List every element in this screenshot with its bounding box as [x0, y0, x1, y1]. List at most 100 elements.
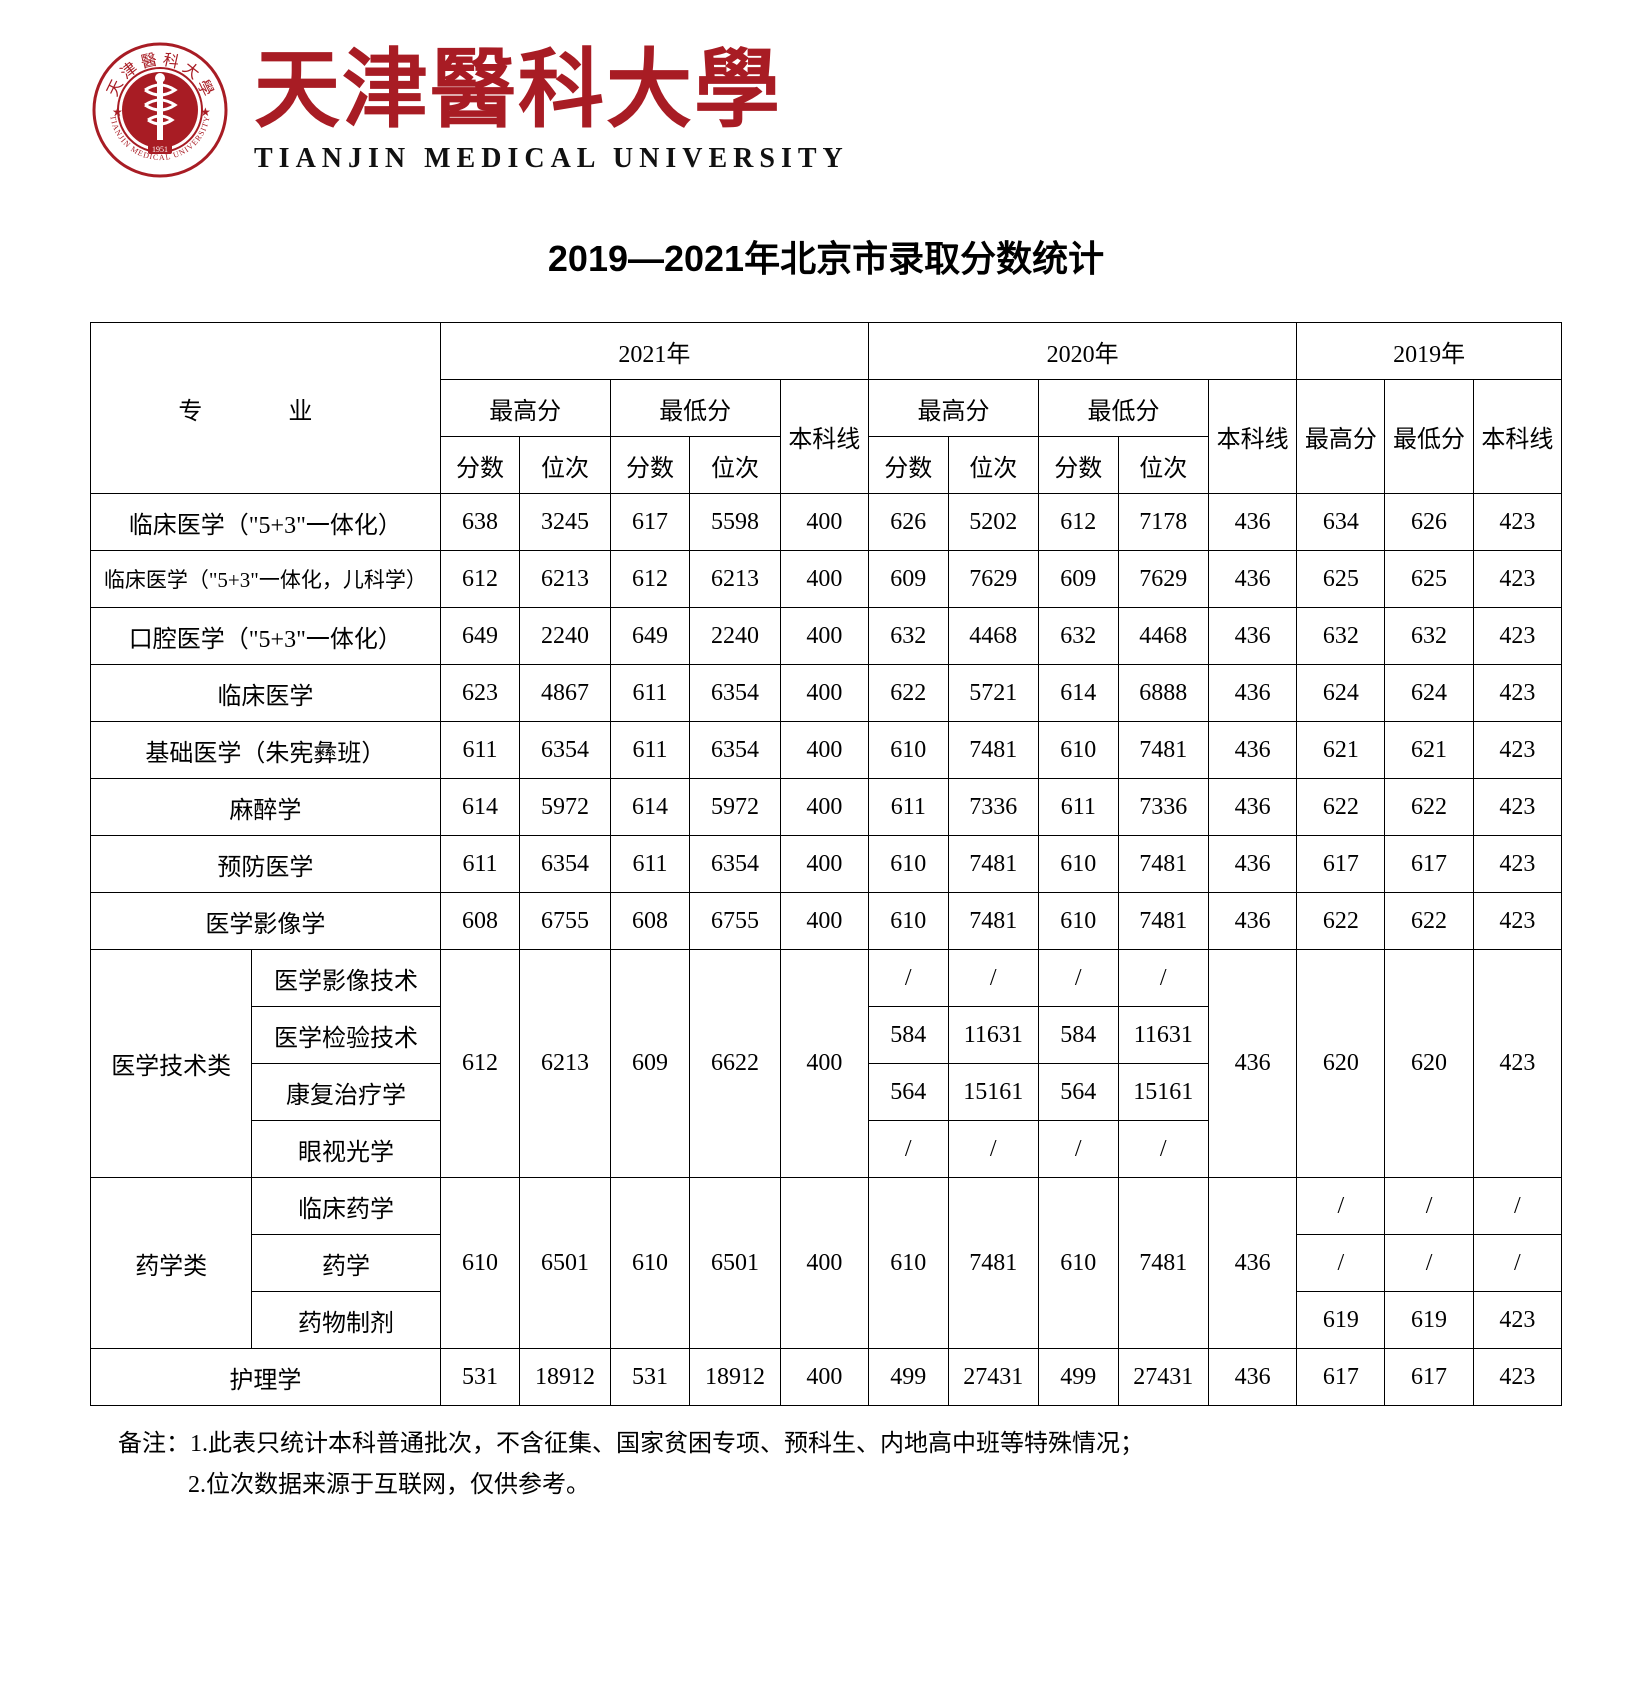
- cell: 436: [1208, 950, 1296, 1178]
- cell: 7481: [1118, 722, 1208, 779]
- cell: 7629: [948, 551, 1038, 608]
- col-2019-low: 最低分: [1385, 380, 1473, 494]
- cell: 609: [610, 950, 690, 1178]
- cell: 584: [868, 1007, 948, 1064]
- cell: 11631: [948, 1007, 1038, 1064]
- cell: /: [868, 1121, 948, 1178]
- footnote-1: 备注：1.此表只统计本科普通批次，不含征集、国家贫困专项、预科生、内地高中班等特…: [118, 1431, 1144, 1457]
- cell: 622: [1297, 893, 1385, 950]
- cell: /: [1385, 1235, 1473, 1292]
- cell: 610: [610, 1178, 690, 1349]
- cell: 610: [1038, 893, 1118, 950]
- cell: 611: [440, 836, 520, 893]
- cell: 611: [440, 722, 520, 779]
- cell: 7178: [1118, 494, 1208, 551]
- cell: 4867: [520, 665, 610, 722]
- cell: 436: [1208, 1178, 1296, 1349]
- cell: 620: [1385, 950, 1473, 1178]
- university-name-en: TIANJIN MEDICAL UNIVERSITY: [254, 143, 849, 175]
- cell: 5972: [690, 779, 780, 836]
- cell: 4468: [1118, 608, 1208, 665]
- col-score: 分数: [610, 437, 690, 494]
- cell: 619: [1385, 1292, 1473, 1349]
- cell: 423: [1473, 779, 1561, 836]
- cell: 7629: [1118, 551, 1208, 608]
- cell: 612: [440, 551, 520, 608]
- cell: 611: [610, 722, 690, 779]
- col-2020-line: 本科线: [1208, 380, 1296, 494]
- university-name-block: 天津醫科大學 TIANJIN MEDICAL UNIVERSITY: [254, 45, 849, 175]
- cell: 6501: [520, 1178, 610, 1349]
- table-row: 临床医学（"5+3"一体化）63832456175598400626520261…: [91, 494, 1562, 551]
- cell: /: [1385, 1178, 1473, 1235]
- cell: /: [1118, 1121, 1208, 1178]
- col-rank: 位次: [690, 437, 780, 494]
- cell: 609: [1038, 551, 1118, 608]
- cell: 6622: [690, 950, 780, 1178]
- cell: 638: [440, 494, 520, 551]
- cell: 610: [868, 836, 948, 893]
- cell: 423: [1473, 665, 1561, 722]
- sub-major: 医学影像技术: [252, 950, 440, 1007]
- cell: 610: [1038, 836, 1118, 893]
- table-row: 麻醉学6145972614597240061173366117336436622…: [91, 779, 1562, 836]
- table-row: 口腔医学（"5+3"一体化）64922406492240400632446863…: [91, 608, 1562, 665]
- cell: 622: [1297, 779, 1385, 836]
- cell: 499: [868, 1349, 948, 1406]
- cell: 2240: [690, 608, 780, 665]
- cell: 632: [1297, 608, 1385, 665]
- major-cell: 口腔医学（"5+3"一体化）: [91, 608, 441, 665]
- cell: 18912: [520, 1349, 610, 1406]
- cell: 6354: [690, 836, 780, 893]
- cell: 610: [1038, 722, 1118, 779]
- cell: 609: [868, 551, 948, 608]
- svg-text:★: ★: [200, 105, 211, 119]
- cell: 6354: [520, 722, 610, 779]
- table-row: 临床医学（"5+3"一体化，儿科学）6126213612621340060976…: [91, 551, 1562, 608]
- table-header: 专 业 2021年 2020年 2019年 最高分 最低分 本科线 最高分 最低…: [91, 323, 1562, 494]
- cell: 400: [780, 551, 868, 608]
- major-cell: 临床医学（"5+3"一体化）: [91, 494, 441, 551]
- col-rank: 位次: [948, 437, 1038, 494]
- col-2021-low: 最低分: [610, 380, 780, 437]
- col-major: 专 业: [91, 323, 441, 494]
- cell: 3245: [520, 494, 610, 551]
- cell: 564: [1038, 1064, 1118, 1121]
- cell: 623: [440, 665, 520, 722]
- cell: 6213: [520, 551, 610, 608]
- col-score: 分数: [868, 437, 948, 494]
- cell: 400: [780, 494, 868, 551]
- group-label: 医学技术类: [91, 950, 252, 1178]
- cell: 6501: [690, 1178, 780, 1349]
- cell: 400: [780, 779, 868, 836]
- cell: 626: [868, 494, 948, 551]
- table-body: 临床医学（"5+3"一体化）63832456175598400626520261…: [91, 494, 1562, 1406]
- cell: 6213: [690, 551, 780, 608]
- cell: 6755: [690, 893, 780, 950]
- cell: 423: [1473, 893, 1561, 950]
- table-row: 医学技术类医学影像技术61262136096622400////43662062…: [91, 950, 1562, 1007]
- footnote-2: 2.位次数据来源于互联网，仅供参考。: [118, 1465, 1562, 1506]
- col-2021-high: 最高分: [440, 380, 610, 437]
- cell: 622: [1385, 779, 1473, 836]
- major-cell: 护理学: [91, 1349, 441, 1406]
- col-rank: 位次: [1118, 437, 1208, 494]
- cell: 611: [868, 779, 948, 836]
- cell: 6354: [690, 722, 780, 779]
- cell: 617: [610, 494, 690, 551]
- cell: /: [1473, 1235, 1561, 1292]
- table-row: 预防医学611635461163544006107481610748143661…: [91, 836, 1562, 893]
- cell: 6354: [690, 665, 780, 722]
- cell: 7481: [948, 893, 1038, 950]
- cell: 436: [1208, 893, 1296, 950]
- cell: 423: [1473, 722, 1561, 779]
- cell: 610: [1038, 1178, 1118, 1349]
- cell: 6213: [520, 950, 610, 1178]
- major-cell: 基础医学（朱宪彝班）: [91, 722, 441, 779]
- cell: 7336: [948, 779, 1038, 836]
- cell: 610: [868, 893, 948, 950]
- cell: 7481: [1118, 893, 1208, 950]
- cell: 608: [440, 893, 520, 950]
- cell: /: [1473, 1178, 1561, 1235]
- cell: 610: [868, 722, 948, 779]
